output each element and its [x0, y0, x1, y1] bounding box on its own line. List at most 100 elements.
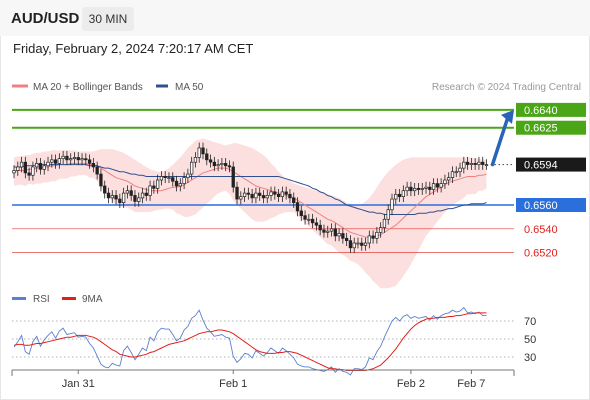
candle-body — [186, 173, 190, 179]
candle-body — [57, 158, 62, 164]
candle — [152, 180, 156, 194]
candle — [431, 178, 436, 195]
candle — [235, 181, 239, 205]
candle — [367, 230, 371, 249]
pivot-label: 0.6560 — [524, 200, 558, 212]
candle — [163, 171, 167, 183]
candle — [16, 161, 20, 176]
legend-label-ma50: MA 50 — [175, 82, 204, 93]
candle-body — [310, 218, 315, 224]
candle-body — [284, 191, 288, 195]
candle — [473, 158, 477, 170]
candle-body — [273, 191, 277, 195]
candle-body — [144, 192, 148, 196]
candle — [129, 185, 133, 201]
candle-body — [401, 190, 405, 198]
candle-body — [424, 186, 428, 189]
candle — [401, 185, 405, 203]
candle — [167, 172, 171, 183]
legend-swatch-9ma — [62, 297, 76, 300]
candle-body — [269, 191, 273, 196]
candle-body — [261, 195, 266, 199]
candle — [295, 197, 300, 217]
candle — [208, 154, 213, 168]
candle — [76, 152, 80, 166]
candle — [326, 225, 330, 238]
candle-body — [409, 186, 413, 192]
candle-body — [137, 197, 141, 202]
candle — [360, 237, 364, 251]
candle-body — [465, 161, 470, 165]
candle-body — [35, 163, 39, 168]
candle — [390, 193, 394, 216]
symbol-label: AUD/USD — [11, 10, 80, 27]
support-label: 0.6520 — [524, 248, 558, 260]
candle — [95, 161, 99, 180]
candle-body — [121, 192, 126, 203]
candle — [371, 230, 375, 244]
candle — [352, 237, 356, 254]
candle — [307, 213, 311, 225]
candle — [171, 172, 175, 187]
rsi-tick-label: 30 — [524, 352, 536, 364]
candle-body — [76, 157, 80, 161]
candle-body — [299, 210, 303, 217]
candle-body — [329, 228, 334, 232]
candle — [348, 235, 353, 254]
timeframe-button[interactable]: 30 MIN — [82, 7, 134, 31]
candle — [53, 154, 58, 169]
candle-body — [69, 158, 73, 161]
candle — [72, 152, 77, 164]
candle-body — [322, 229, 326, 233]
candle-body — [458, 167, 462, 173]
candle-body — [242, 192, 247, 198]
candle — [329, 223, 334, 237]
candle-body — [397, 193, 402, 198]
legend-label-9ma: 9MA — [82, 294, 103, 305]
resistance-tag — [516, 102, 586, 117]
datetime-label: Friday, February 2, 2024 7:20:17 AM CET — [13, 41, 254, 56]
candle — [23, 156, 27, 179]
candle — [193, 152, 198, 168]
candle — [337, 228, 341, 242]
candle-body — [254, 192, 258, 199]
candle — [12, 165, 16, 179]
candle-body — [103, 185, 107, 194]
resistance-tag — [516, 120, 586, 135]
candle-body — [477, 161, 481, 165]
candle — [280, 186, 285, 203]
candle — [118, 193, 122, 208]
candle — [356, 237, 360, 249]
candle-body — [450, 171, 455, 179]
candle-body — [473, 163, 477, 165]
candle — [178, 178, 182, 192]
candle — [450, 166, 455, 183]
last-price-label: 0.6594 — [524, 160, 558, 172]
support-label: 0.6540 — [524, 224, 558, 236]
candle-body — [356, 242, 360, 245]
candle-body — [481, 161, 485, 165]
candle-body — [307, 218, 311, 221]
candle-body — [38, 163, 43, 170]
candle-body — [129, 190, 133, 196]
forecast-arrow-head — [501, 109, 514, 124]
candle-body — [337, 233, 341, 237]
candle-body — [167, 177, 171, 180]
candle-body — [390, 198, 394, 211]
candle-body — [303, 215, 307, 220]
candle-body — [220, 163, 224, 165]
candle — [38, 158, 43, 175]
candle — [148, 180, 152, 201]
candle — [205, 148, 209, 166]
candle — [106, 187, 111, 204]
candle — [137, 192, 141, 207]
candle — [439, 178, 443, 193]
candle-body — [360, 242, 364, 246]
x-tick-label: Feb 1 — [219, 378, 247, 390]
candle — [299, 205, 303, 222]
candle — [50, 154, 54, 168]
candle — [57, 153, 62, 169]
candle-body — [352, 242, 356, 249]
candle — [469, 158, 474, 170]
candle — [416, 183, 421, 195]
